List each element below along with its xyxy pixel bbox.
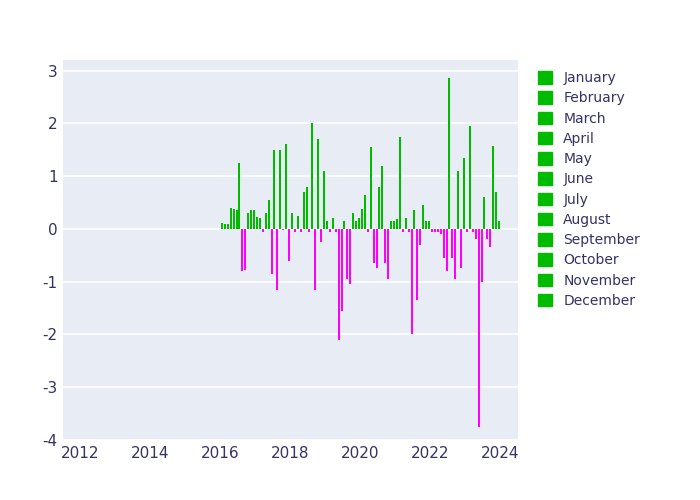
Bar [431, 229, 433, 232]
Bar [405, 218, 407, 229]
Bar [279, 150, 281, 229]
Bar [428, 221, 430, 229]
Bar [256, 218, 258, 229]
Bar [402, 229, 404, 232]
Bar [302, 192, 304, 229]
Bar [358, 218, 360, 229]
Bar [297, 216, 299, 229]
Bar [236, 210, 237, 229]
Bar [446, 229, 447, 271]
Bar [241, 229, 244, 271]
Bar [306, 186, 307, 229]
Bar [247, 213, 249, 229]
Bar [384, 229, 386, 263]
Bar [469, 126, 471, 229]
Bar [332, 218, 334, 229]
Bar [265, 213, 267, 229]
Bar [498, 221, 500, 229]
Bar [262, 229, 264, 232]
Bar [492, 146, 494, 229]
Bar [253, 210, 255, 229]
Bar [267, 200, 270, 229]
Bar [434, 229, 436, 232]
Bar [376, 229, 377, 268]
Bar [419, 229, 421, 244]
Bar [352, 213, 354, 229]
Bar [274, 150, 275, 229]
Bar [457, 171, 459, 229]
Bar [460, 229, 462, 268]
Bar [477, 229, 480, 427]
Bar [390, 221, 392, 229]
Bar [291, 213, 293, 229]
Bar [411, 229, 412, 334]
Bar [317, 139, 319, 229]
Bar [271, 229, 272, 274]
Bar [224, 224, 226, 229]
Bar [425, 221, 427, 229]
Bar [422, 205, 424, 229]
Bar [288, 229, 290, 260]
Bar [379, 186, 380, 229]
Bar [282, 229, 284, 230]
Bar [335, 229, 337, 232]
Bar [250, 210, 252, 229]
Bar [239, 163, 240, 229]
Bar [399, 136, 401, 229]
Bar [387, 229, 389, 279]
Bar [309, 229, 310, 232]
Bar [489, 229, 491, 248]
Bar [454, 229, 456, 279]
Bar [481, 229, 482, 281]
Bar [466, 229, 468, 232]
Bar [452, 229, 454, 258]
Bar [442, 229, 444, 258]
Bar [472, 229, 474, 232]
Bar [370, 147, 372, 229]
Bar [484, 197, 485, 229]
Bar [337, 229, 340, 340]
Bar [414, 210, 415, 229]
Bar [437, 229, 439, 232]
Bar [344, 221, 345, 229]
Bar [382, 166, 384, 229]
Bar [312, 124, 314, 229]
Bar [232, 209, 234, 229]
Bar [396, 220, 398, 229]
Bar [323, 171, 325, 229]
Bar [227, 224, 229, 229]
Bar [320, 229, 322, 242]
Bar [349, 229, 351, 284]
Bar [329, 229, 331, 232]
Bar [285, 144, 287, 229]
Bar [341, 229, 342, 310]
Bar [486, 229, 489, 239]
Bar [230, 208, 232, 229]
Bar [314, 229, 316, 290]
Bar [416, 229, 419, 300]
Bar [276, 229, 279, 290]
Bar [367, 229, 369, 232]
Bar [449, 78, 450, 229]
Bar [372, 229, 375, 263]
Bar [463, 158, 465, 229]
Bar [440, 229, 442, 234]
Bar [364, 194, 366, 229]
Bar [346, 229, 349, 279]
Bar [393, 221, 395, 229]
Bar [259, 218, 261, 229]
Bar [244, 229, 246, 270]
Bar [355, 221, 357, 229]
Bar [475, 229, 477, 239]
Bar [495, 192, 497, 229]
Bar [221, 222, 223, 229]
Bar [361, 209, 363, 229]
Bar [326, 221, 328, 229]
Bar [407, 229, 410, 232]
Bar [294, 229, 296, 232]
Legend: January, February, March, April, May, June, July, August, September, October, No: January, February, March, April, May, Ju… [534, 67, 644, 312]
Bar [300, 229, 302, 232]
